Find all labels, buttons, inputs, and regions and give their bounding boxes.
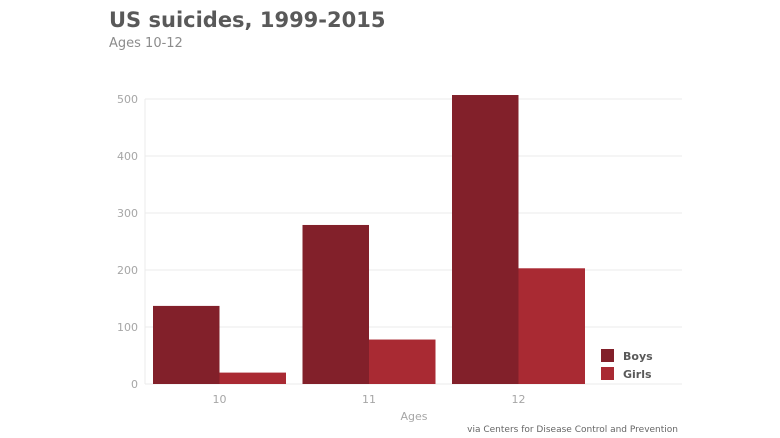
x-tick-label: 12 [512,393,526,406]
x-tick-label: 10 [213,393,227,406]
legend-label-boys: Boys [623,350,653,363]
bar-boys-12 [452,95,519,384]
bar-boys-10 [153,305,220,384]
legend-label-girls: Girls [623,368,652,381]
y-axis-ticks: 0 100 200 300 400 500 [117,93,138,391]
y-tick-label: 500 [117,93,138,106]
y-tick-label: 400 [117,150,138,163]
y-tick-label: 300 [117,207,138,220]
source-note: via Centers for Disease Control and Prev… [467,425,678,435]
bar-girls-12 [518,268,585,384]
legend-swatch-girls [601,367,614,380]
x-axis-ticks: 10 11 12 [213,393,526,406]
x-axis-label: Ages [400,410,427,423]
chart-title: US suicides, 1999-2015 [109,8,386,32]
y-tick-label: 100 [117,321,138,334]
y-tick-label: 200 [117,264,138,277]
bar-girls-11 [369,339,436,384]
bars [153,95,585,384]
chart-subtitle: Ages 10-12 [109,36,183,51]
x-tick-label: 11 [362,393,376,406]
bar-boys-11 [302,224,369,384]
y-tick-label: 0 [131,378,138,391]
legend: Boys Girls [601,349,653,381]
legend-swatch-boys [601,349,614,362]
bar-girls-10 [219,372,286,384]
